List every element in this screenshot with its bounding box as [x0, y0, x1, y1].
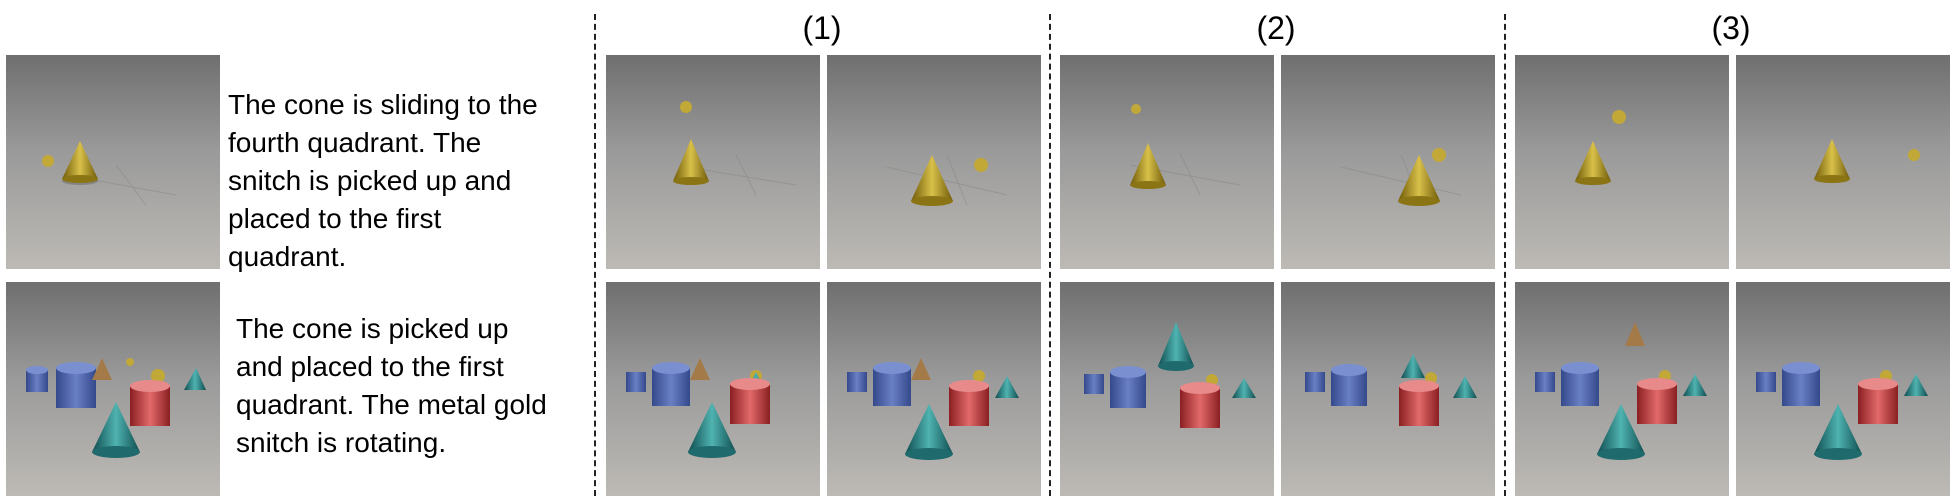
teal-cone	[688, 402, 736, 452]
row-2-input-frame	[6, 282, 220, 496]
red-cylinder	[949, 386, 989, 426]
row-2-col-3-frame-a	[1515, 282, 1729, 496]
separator-1	[594, 14, 596, 496]
gold-snitch	[680, 101, 692, 113]
blue-cylinder-small	[847, 372, 867, 392]
row-1-col-3-frame-a	[1515, 55, 1729, 269]
row-1-col-1-frame-a	[606, 55, 820, 269]
teal-cone-small	[995, 376, 1019, 398]
teal-cone	[1814, 404, 1862, 454]
teal-cone	[1597, 404, 1645, 454]
brown-cone	[690, 358, 710, 380]
red-cylinder	[130, 386, 170, 426]
column-header-2: (2)	[1256, 10, 1296, 46]
teal-cone	[905, 404, 953, 454]
blue-cylinder-small	[626, 372, 646, 392]
gold-snitch	[126, 358, 134, 366]
blue-cylinder	[56, 368, 96, 408]
row-2-col-2-frame-a	[1060, 282, 1274, 496]
row-2-col-1-frame-a	[606, 282, 820, 496]
gold-snitch	[1908, 149, 1920, 161]
blue-cylinder-small	[1535, 372, 1555, 392]
red-cylinder	[1180, 388, 1220, 428]
row-2-col-2-frame-b	[1281, 282, 1495, 496]
gold-cone	[1575, 141, 1611, 181]
separator-2	[1049, 14, 1051, 496]
gold-sphere	[151, 369, 165, 383]
gold-snitch	[1612, 110, 1626, 124]
gold-snitch	[1131, 104, 1141, 114]
teal-cone-small	[1453, 376, 1477, 398]
blue-cylinder-small	[1305, 372, 1325, 392]
row-2-caption: The cone is picked up and placed to the …	[236, 313, 547, 458]
red-cylinder	[730, 384, 770, 424]
gold-snitch	[1432, 148, 1446, 162]
gold-cone	[62, 141, 98, 179]
gold-cone	[1398, 155, 1440, 201]
blue-cylinder-small	[1756, 372, 1776, 392]
row-2-col-1-frame-b	[827, 282, 1041, 496]
teal-cone	[1158, 322, 1194, 366]
blue-cylinder-small	[1084, 374, 1104, 394]
teal-cone-small	[184, 368, 206, 390]
row-1-col-2-frame-a	[1060, 55, 1274, 269]
gold-cone	[1130, 143, 1166, 185]
gold-cone	[673, 139, 709, 181]
gold-sphere	[973, 370, 985, 382]
column-header-1: (1)	[802, 10, 842, 46]
teal-cone-small	[1232, 378, 1256, 398]
blue-cylinder-small	[26, 370, 48, 392]
blue-cylinder	[652, 368, 690, 406]
row-2-col-3-frame-b	[1736, 282, 1950, 496]
red-cylinder	[1858, 384, 1898, 424]
row-1-input-frame	[6, 55, 220, 269]
gold-cone	[1814, 139, 1850, 179]
teal-cone-small	[1683, 374, 1707, 396]
gold-snitch	[974, 158, 988, 172]
teal-cone-small	[1904, 374, 1928, 396]
red-cylinder	[1399, 386, 1439, 426]
column-header-3: (3)	[1711, 10, 1751, 46]
blue-cylinder	[1561, 368, 1599, 406]
separator-3	[1504, 14, 1506, 496]
brown-cone	[1625, 322, 1645, 346]
row-1-col-3-frame-b	[1736, 55, 1950, 269]
brown-cone	[911, 358, 931, 380]
row-1-col-1-frame-b	[827, 55, 1041, 269]
brown-cone	[92, 358, 112, 380]
row-1-caption: The cone is sliding to the fourth quadra…	[228, 89, 538, 272]
red-cylinder	[1637, 384, 1677, 424]
teal-cone	[92, 402, 140, 452]
blue-cylinder	[873, 368, 911, 406]
gold-snitch	[42, 155, 54, 167]
row-1-col-2-frame-b	[1281, 55, 1495, 269]
teal-cone	[1401, 354, 1425, 378]
blue-cylinder	[1782, 368, 1820, 406]
gold-cone	[911, 155, 953, 201]
